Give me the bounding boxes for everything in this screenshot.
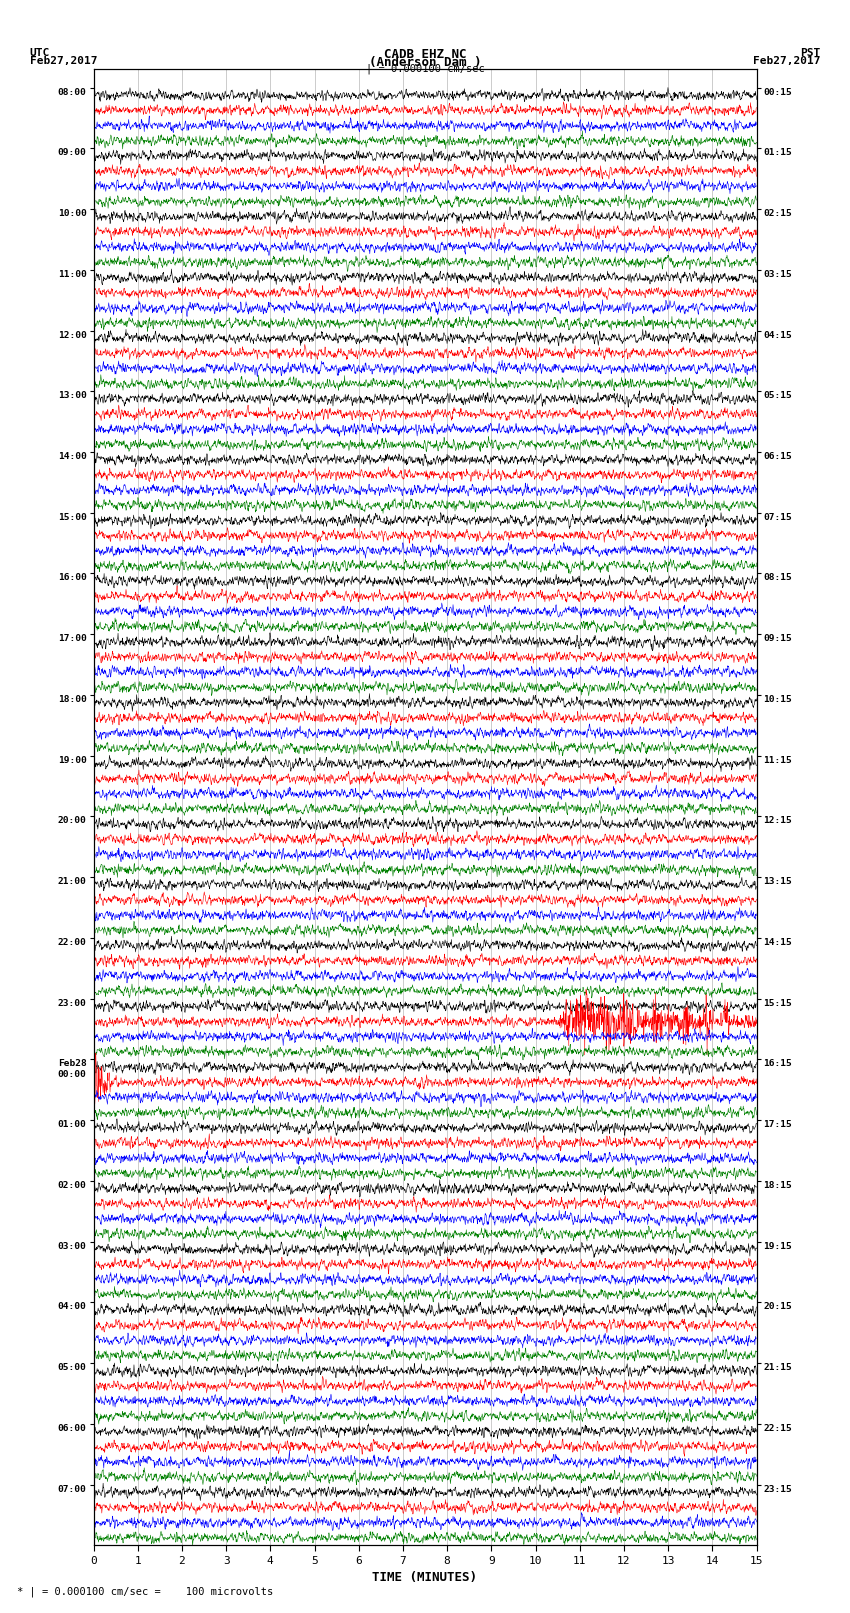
Text: PST: PST	[800, 47, 820, 58]
Text: (Anderson Dam ): (Anderson Dam )	[369, 56, 481, 69]
Text: | = 0.000100 cm/sec: | = 0.000100 cm/sec	[366, 65, 484, 74]
Text: * | = 0.000100 cm/sec =    100 microvolts: * | = 0.000100 cm/sec = 100 microvolts	[17, 1586, 273, 1597]
Text: Feb27,2017: Feb27,2017	[753, 56, 820, 66]
Text: UTC: UTC	[30, 47, 50, 58]
Text: Feb27,2017: Feb27,2017	[30, 56, 97, 66]
X-axis label: TIME (MINUTES): TIME (MINUTES)	[372, 1571, 478, 1584]
Text: CADB EHZ NC: CADB EHZ NC	[383, 47, 467, 61]
